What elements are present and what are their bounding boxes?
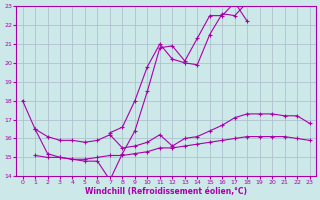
X-axis label: Windchill (Refroidissement éolien,°C): Windchill (Refroidissement éolien,°C): [85, 187, 247, 196]
